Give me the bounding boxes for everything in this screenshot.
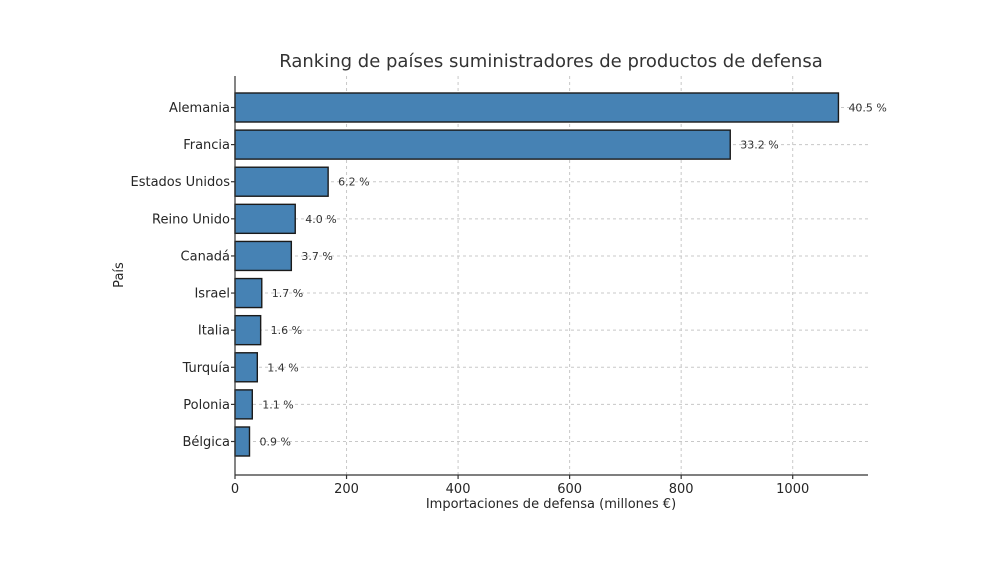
bar-value-label: 3.7 % [301, 250, 332, 263]
x-tick-label: 200 [334, 482, 359, 497]
bar-estados-unidos [234, 166, 329, 197]
x-tick-label: 0 [231, 482, 239, 497]
y-tick-label: Reino Unido [152, 212, 230, 227]
bar-value-label: 6.2 % [338, 176, 369, 189]
bar-value-label: 40.5 % [848, 102, 886, 115]
bar-value-label: 1.4 % [267, 361, 298, 374]
bar-value-label: 1.1 % [262, 398, 293, 411]
bar-bélgica [234, 426, 251, 457]
x-tick-label: 800 [669, 482, 694, 497]
bar-francia [234, 129, 731, 160]
bar-israel [234, 277, 263, 309]
bar-reino-unido [234, 203, 296, 235]
bar-alemania [234, 92, 840, 123]
y-tick-label: Turquía [182, 361, 230, 376]
bar-italia [234, 314, 262, 346]
bar-value-label: 33.2 % [740, 139, 778, 152]
y-tick-label: Canadá [181, 249, 230, 264]
y-tick-label: Estados Unidos [130, 175, 230, 190]
bars [234, 92, 840, 457]
y-tick-label: Polonia [183, 398, 230, 413]
bar-canadá [234, 240, 293, 272]
bar-value-label: 1.7 % [272, 287, 303, 300]
y-axis-label: País [112, 262, 127, 288]
bar-polonia [234, 389, 253, 420]
bar-value-label: 4.0 % [305, 213, 336, 226]
bar-turquía [234, 352, 259, 383]
y-tick-label: Italia [198, 324, 230, 339]
bar-value-label: 0.9 % [260, 436, 291, 449]
y-tick-label: Alemania [169, 101, 230, 116]
y-tick-label: Israel [194, 287, 230, 302]
x-tick-label: 1000 [776, 482, 809, 497]
x-axis-label: Importaciones de defensa (millones €) [426, 497, 676, 512]
y-tick-label: Francia [183, 138, 230, 153]
labels: Alemania 40.5 % Francia 33.2 % Estados Unido… [130, 101, 886, 497]
axes-spines [231, 76, 868, 479]
y-tick-label: Bélgica [182, 435, 230, 450]
x-tick-label: 600 [557, 482, 582, 497]
x-tick-label: 400 [446, 482, 471, 497]
bar-value-label: 1.6 % [271, 324, 302, 337]
chart-title: Ranking de países suministradores de pro… [279, 51, 823, 72]
